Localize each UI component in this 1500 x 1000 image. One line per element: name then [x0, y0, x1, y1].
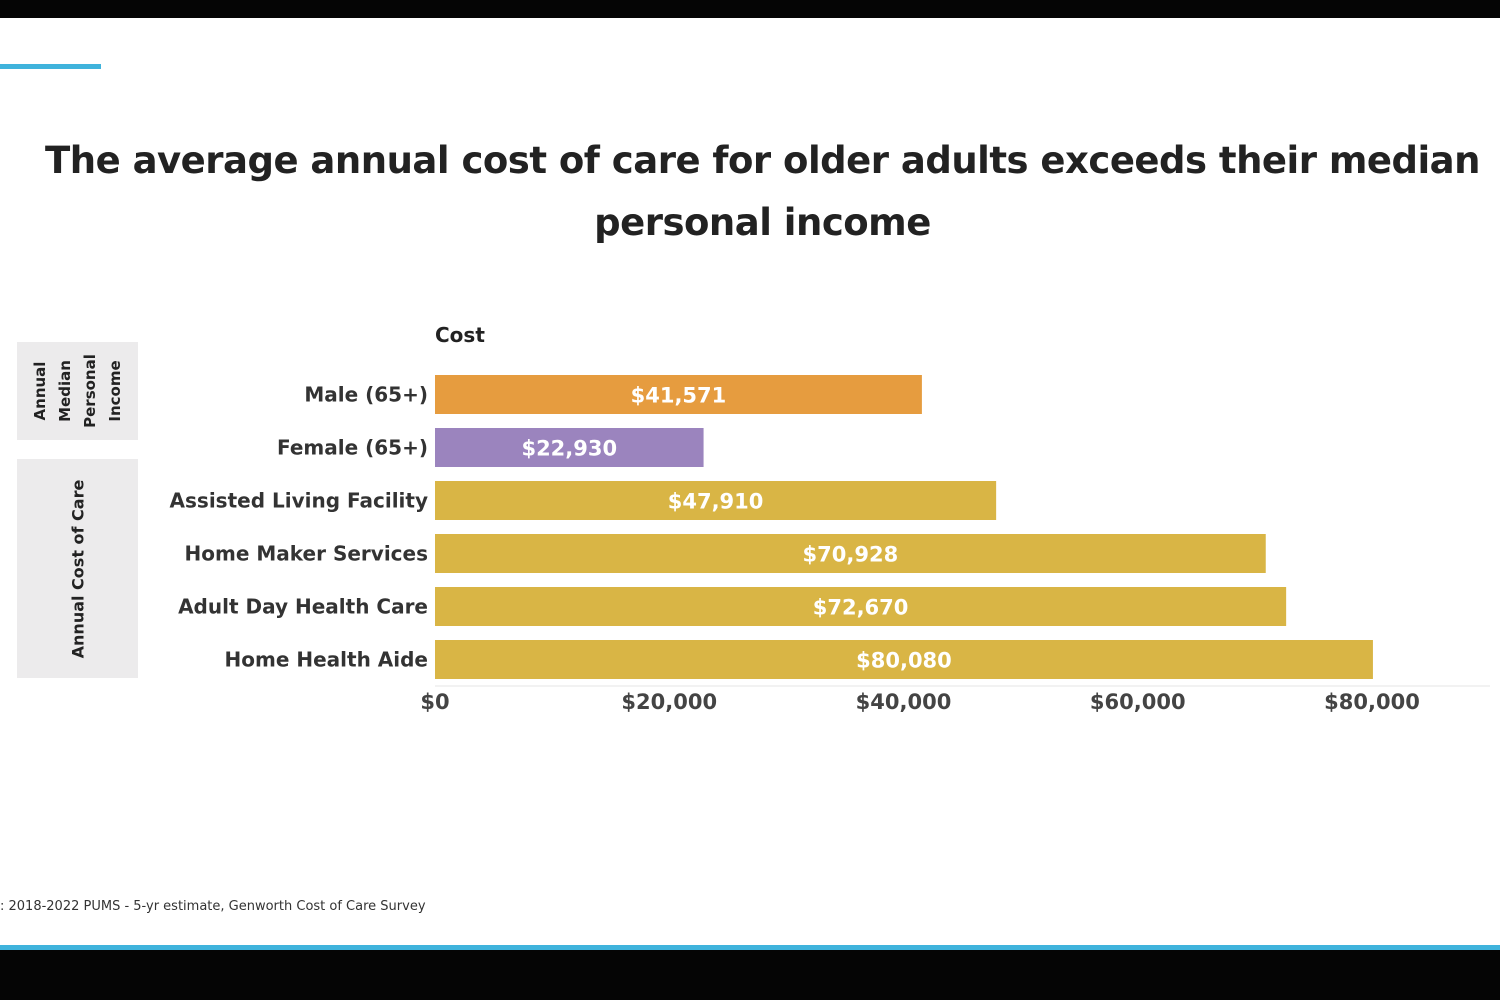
x-tick-label: $0: [420, 690, 449, 714]
bar: [435, 587, 1287, 626]
x-tick-label: $40,000: [856, 690, 952, 714]
bars-group: Male (65+) $41,571 Female (65+) $22,930 Assi…: [170, 375, 1373, 679]
x-ticks-group: $0 $20,000 $40,000 $60,000 $80,000: [420, 690, 1419, 714]
category-label: Adult Day Health Care: [178, 595, 428, 619]
bar: [435, 534, 1266, 573]
bar-value-label: $70,928: [803, 543, 899, 567]
group-box-cost: Annual Cost of Care: [17, 459, 138, 678]
axis-title: Cost: [435, 323, 485, 347]
bar-value-label: $41,571: [631, 384, 727, 408]
bar: [435, 375, 922, 414]
bar: [435, 640, 1373, 679]
category-label: Female (65+): [277, 436, 428, 460]
bar-value-label: $22,930: [521, 437, 617, 461]
category-label: Assisted Living Facility: [170, 489, 428, 513]
source-note: : 2018-2022 PUMS - 5-yr estimate, Genwor…: [0, 899, 426, 914]
bottom-frame-border: [0, 950, 1500, 1000]
category-label: Male (65+): [304, 383, 428, 407]
bar: [435, 428, 704, 467]
bar: [435, 481, 997, 520]
category-label: Home Health Aide: [225, 648, 428, 672]
accent-bar: [0, 64, 101, 69]
bar-value-label: $80,080: [856, 649, 952, 673]
bar-value-label: $72,670: [813, 596, 909, 620]
bottom-accent-line: [0, 945, 1500, 950]
chart-title: The average annual cost of care for olde…: [45, 139, 1480, 244]
category-label: Home Maker Services: [185, 542, 428, 566]
group-box-income: Annual Median Personal Income: [17, 342, 138, 440]
bar-value-label: $47,910: [668, 490, 764, 514]
x-tick-label: $20,000: [621, 690, 717, 714]
x-tick-label: $80,000: [1324, 690, 1420, 714]
top-frame-border: [0, 0, 1500, 18]
x-tick-label: $60,000: [1090, 690, 1186, 714]
